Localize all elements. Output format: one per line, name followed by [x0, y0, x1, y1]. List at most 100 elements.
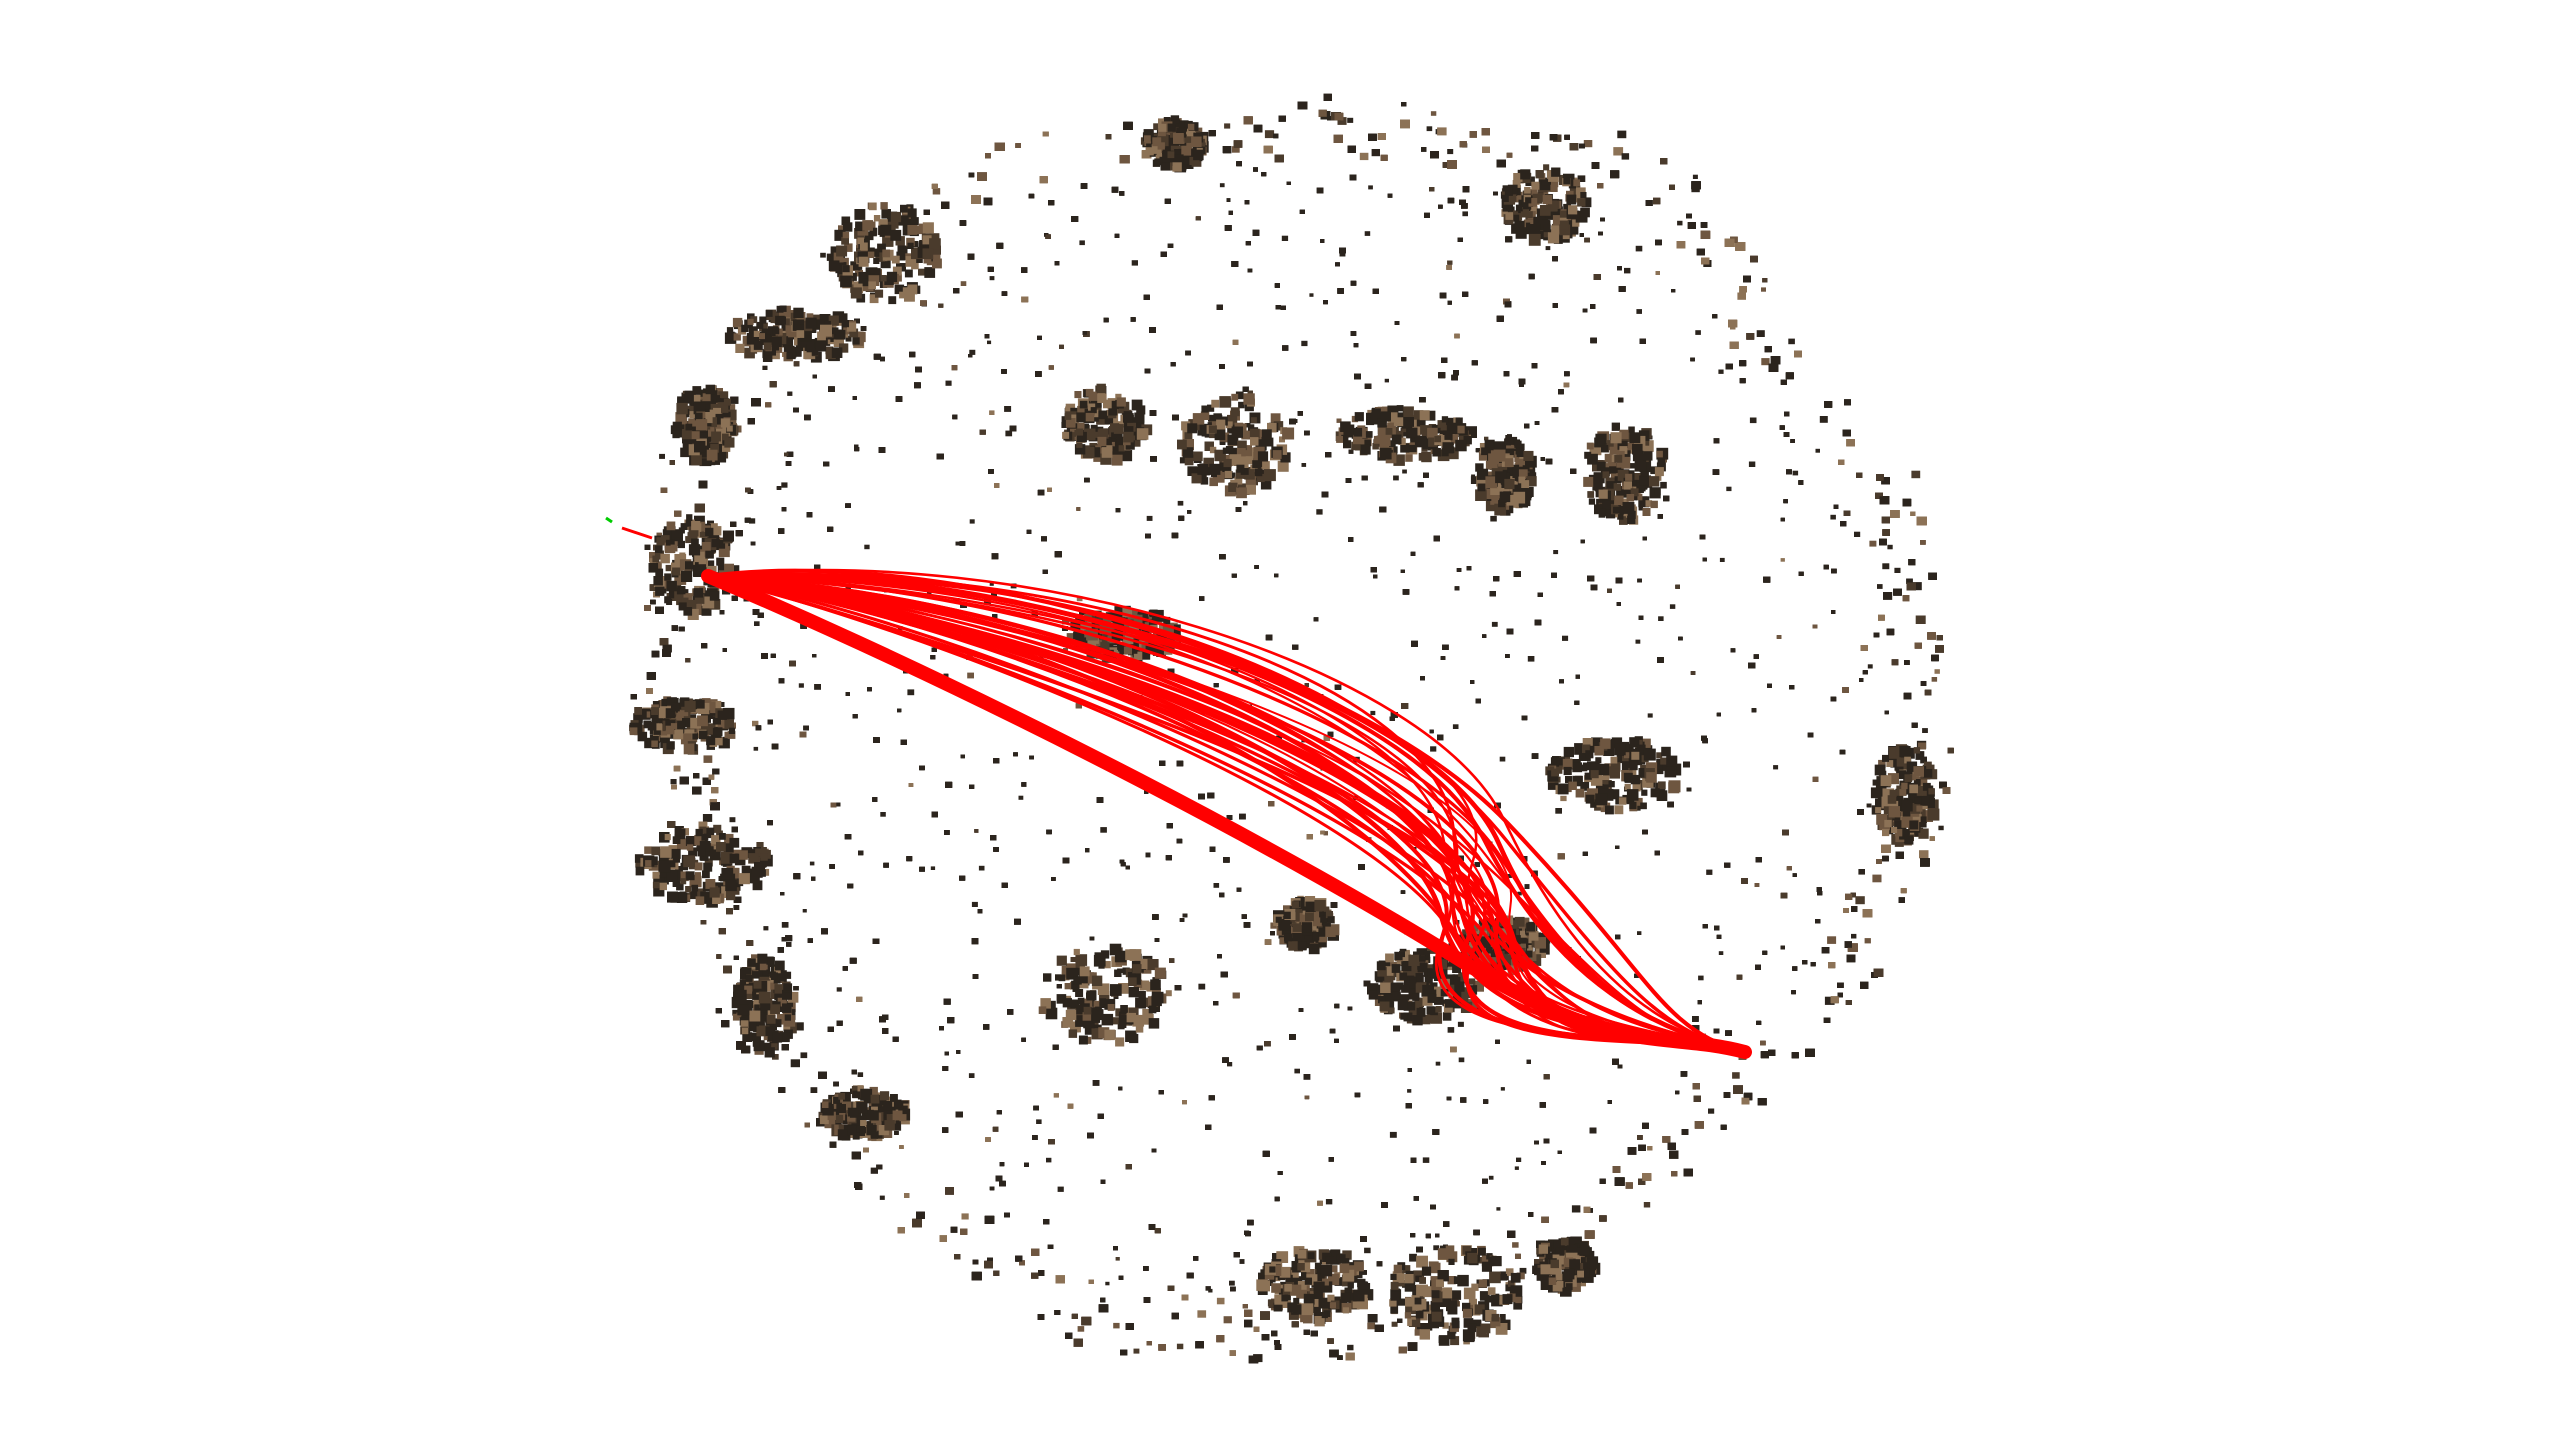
cloud-point	[1115, 1257, 1120, 1261]
cloud-point	[1756, 330, 1765, 337]
cloud-point	[1577, 175, 1586, 182]
cloud-point	[1516, 1272, 1525, 1280]
cloud-point	[810, 1087, 818, 1093]
cloud-point	[1239, 813, 1246, 820]
cloud-point	[1316, 509, 1323, 515]
cloud-point	[1197, 1310, 1207, 1318]
cloud-point	[1347, 117, 1354, 123]
cloud-point	[1706, 869, 1713, 875]
cloud-point	[1669, 604, 1676, 609]
cloud-point	[971, 901, 978, 907]
cloud-point	[798, 683, 804, 688]
cloud-point	[702, 814, 713, 822]
cloud-point	[1583, 140, 1593, 148]
cloud-point	[987, 340, 992, 345]
cloud-point	[1309, 293, 1314, 297]
cloud-point	[1430, 746, 1437, 752]
cloud-point	[1426, 126, 1433, 132]
cloud-point	[1919, 850, 1929, 859]
cloud-point	[1384, 378, 1389, 383]
cloud-point	[1430, 111, 1437, 116]
cloud-point	[1867, 664, 1873, 669]
cloud-point	[989, 582, 994, 586]
cloud-point	[1216, 1297, 1225, 1305]
cloud-point	[1737, 292, 1746, 300]
cloud-point	[1749, 417, 1757, 424]
cloud-point	[1133, 1348, 1140, 1354]
cloud-point	[1484, 436, 1489, 441]
cloud-point	[1761, 358, 1770, 366]
cloud-point	[1545, 246, 1551, 251]
cloud-point	[961, 1213, 969, 1220]
cloud-point	[1280, 1281, 1287, 1288]
cloud-point	[1708, 1108, 1715, 1114]
cloud-point	[1872, 874, 1882, 883]
cloud-point	[1695, 330, 1701, 335]
cloud-point	[800, 1052, 808, 1059]
cloud-point	[814, 684, 821, 690]
cloud-point	[1815, 448, 1820, 453]
cloud-point	[1131, 260, 1138, 266]
cloud-point	[1887, 544, 1893, 550]
cloud-point	[1053, 1093, 1059, 1098]
cloud-point	[820, 252, 826, 258]
cloud-point	[752, 720, 759, 727]
cloud-point	[1692, 174, 1698, 179]
cloud-point	[1922, 728, 1928, 733]
cloud-point	[1894, 567, 1901, 573]
cloud-point	[1219, 183, 1225, 188]
cloud-point	[732, 1009, 740, 1016]
cloud-point	[1824, 996, 1835, 1005]
cloud-point	[907, 689, 915, 696]
cloud-point	[1788, 338, 1795, 345]
cloud-point	[1435, 1061, 1441, 1066]
cloud-point	[1938, 825, 1944, 831]
cloud-point	[1635, 245, 1643, 252]
cloud-point	[1858, 869, 1865, 875]
cloud-point	[762, 365, 768, 370]
cloud-point	[857, 1072, 864, 1077]
cloud-point	[930, 866, 936, 870]
cloud-point	[932, 188, 941, 195]
cloud-point	[1869, 540, 1877, 547]
cloud-point	[1079, 240, 1085, 246]
cloud-point	[1496, 1207, 1501, 1211]
cloud-point	[710, 843, 717, 849]
cloud-point	[1553, 550, 1559, 555]
cloud-point	[1726, 486, 1732, 492]
cloud-point	[802, 909, 807, 913]
cloud-point	[1780, 558, 1785, 562]
cloud-point	[1519, 1267, 1527, 1274]
cloud-point	[1516, 1157, 1522, 1162]
cloud-point	[1698, 975, 1704, 981]
cloud-point	[1719, 557, 1725, 562]
cloud-point	[1830, 514, 1836, 520]
cloud-point	[1402, 469, 1407, 474]
cloud-point	[1555, 808, 1562, 814]
cloud-point	[1571, 1205, 1581, 1213]
cloud-point	[1036, 1119, 1042, 1124]
cloud-point	[1512, 1242, 1519, 1248]
cloud-point	[1433, 1245, 1440, 1251]
cloud-point	[1325, 1199, 1333, 1205]
cloud-point	[1213, 883, 1220, 888]
cloud-point	[1500, 1087, 1505, 1091]
cloud-point	[1732, 1072, 1740, 1079]
cloud-point	[1488, 1175, 1494, 1180]
cloud-point	[1635, 639, 1641, 644]
cloud-point	[1562, 635, 1569, 641]
cloud-point	[1205, 1286, 1211, 1291]
cloud-point	[1915, 615, 1926, 624]
cloud-point	[1359, 152, 1369, 161]
cloud-point	[1882, 563, 1890, 570]
cloud-point	[1457, 1021, 1464, 1027]
cloud-point	[864, 544, 870, 550]
cloud-point	[1146, 515, 1153, 521]
cloud-point	[1643, 1202, 1651, 1208]
cloud-point	[749, 518, 756, 524]
cloud-point	[729, 817, 736, 823]
cloud-point	[1176, 1343, 1184, 1350]
cloud-point	[969, 519, 975, 524]
